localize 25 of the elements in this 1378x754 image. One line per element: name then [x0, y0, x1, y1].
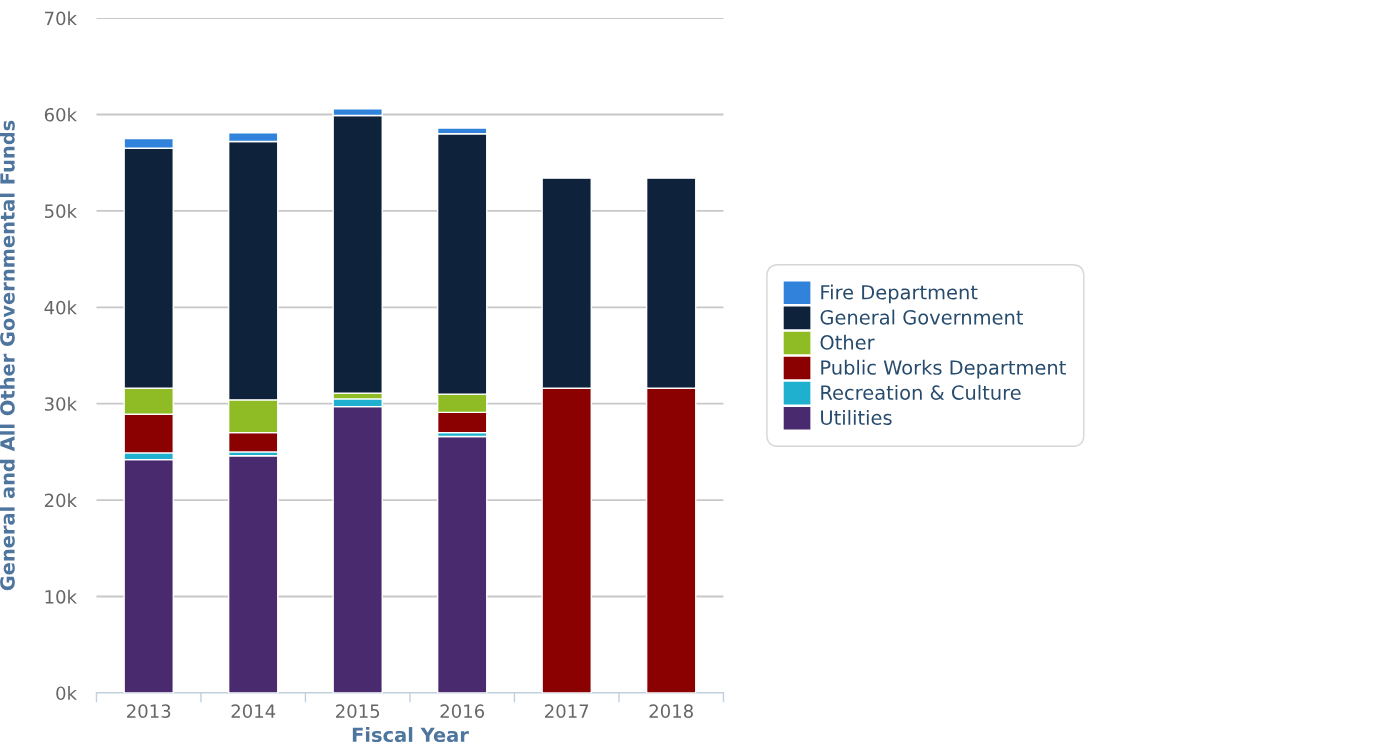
x-axis-title: Fiscal Year	[352, 727, 469, 743]
bar	[436, 435, 488, 693]
y-tick-label: 0k	[56, 686, 77, 701]
x-tick-label: 2015	[336, 704, 380, 719]
bar	[227, 455, 279, 693]
y-tick-label: 20k	[44, 493, 77, 508]
y-tick-label: 10k	[45, 589, 77, 604]
y-tick-label: 30k	[44, 396, 77, 411]
y-tick-label: 40k	[44, 300, 77, 315]
y-tick-label: 70k	[45, 11, 77, 26]
legend-label: General Government	[820, 309, 1024, 325]
legend-label: Other	[820, 334, 875, 350]
legend-label: Utilities	[821, 409, 892, 426]
x-tick-label: 2013	[127, 704, 171, 719]
legend-label: Fire Department	[821, 284, 978, 304]
x-tick-label: 2017	[545, 704, 589, 719]
bar	[123, 458, 174, 693]
legend-label: Recreation & Culture	[821, 384, 1021, 400]
y-tick-label: 60k	[44, 107, 77, 122]
x-tick-label: 2016	[440, 704, 485, 719]
x-tick-label: 2018	[649, 704, 693, 719]
y-tick-label: 50k	[44, 204, 77, 219]
legend-label: Public Works Department	[821, 359, 1066, 379]
y-axis-title: General and All Other Governmental Funds	[0, 120, 15, 591]
x-tick-label: 2014	[231, 704, 276, 719]
